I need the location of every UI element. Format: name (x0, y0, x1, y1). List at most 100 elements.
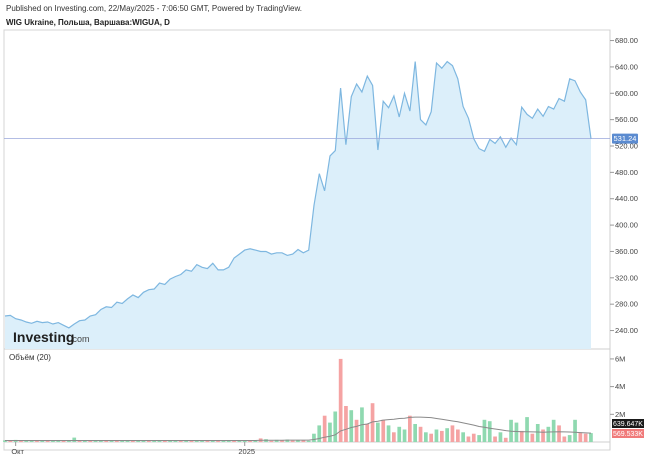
volume-bar (173, 440, 178, 442)
volume-bar (136, 440, 140, 442)
price-tick-label: 680.00 (615, 36, 638, 45)
volume-bar (567, 435, 572, 442)
volume-bar (237, 440, 242, 442)
price-tick-label: 360.00 (615, 247, 638, 256)
volume-bar (535, 424, 540, 442)
volume-bar (525, 417, 529, 442)
volume-bar (583, 433, 588, 442)
volume-bar (487, 421, 492, 442)
volume-bar (61, 440, 66, 442)
volume-bar (83, 440, 87, 442)
volume-ma-value: 569.533K (613, 431, 643, 438)
volume-bar (290, 440, 295, 442)
price-tick-label: 320.00 (615, 273, 638, 282)
price-line (4, 60, 592, 329)
last-price-tag: 531.24 (612, 133, 638, 144)
volume-tick-label: 6M (615, 354, 625, 363)
volume-axis: 2M 4M 6M (610, 354, 625, 419)
volume-bar (328, 422, 332, 442)
volume-bar (424, 432, 428, 442)
volume-bar (514, 422, 519, 442)
volume-bar (530, 433, 535, 442)
volume-bar (376, 422, 380, 442)
volume-tick-label: 4M (615, 382, 625, 391)
logo-suffix: .com (70, 334, 90, 344)
volume-bar (184, 440, 188, 442)
chart-title: WIG Ukraine, Польша, Варшава:WIGUA, D (6, 18, 170, 27)
volume-bar (333, 411, 338, 442)
volume-bar (56, 440, 61, 442)
volume-bar (562, 436, 567, 442)
volume-bar (557, 425, 561, 442)
volume-bar (471, 433, 476, 442)
volume-bar (349, 410, 354, 442)
volume-bar (317, 425, 322, 442)
volume-bar (3, 440, 7, 442)
volume-ma-line (5, 416, 592, 441)
volume-bar (77, 440, 82, 442)
time-axis[interactable]: Окт 2025 (11, 442, 255, 456)
volume-bar (578, 432, 583, 442)
price-tick-label: 240.00 (615, 326, 638, 335)
volume-bar (194, 440, 199, 442)
volume-bar (253, 440, 258, 442)
volume-bar (503, 437, 508, 442)
volume-bar (301, 440, 306, 442)
volume-bar (365, 424, 370, 442)
volume-bar (200, 440, 204, 442)
volume-bar (477, 435, 481, 442)
volume-bar (450, 425, 455, 442)
volume-bar (296, 440, 300, 442)
volume-bar (248, 440, 252, 442)
volume-bar (418, 426, 423, 442)
volume-bar (482, 419, 487, 442)
volume-bar (72, 437, 77, 442)
price-tick-label: 600.00 (615, 89, 638, 98)
volume-bar (370, 403, 375, 442)
volume-bar (413, 424, 417, 442)
volume-bar (312, 433, 316, 442)
price-area (5, 61, 591, 349)
price-tick-label: 400.00 (615, 221, 638, 230)
published-note: Published on Investing.com, 22/May/2025 … (6, 4, 303, 13)
volume-bar (546, 426, 551, 442)
volume-bar (24, 440, 29, 442)
volume-bar (221, 440, 226, 442)
volume-bar (381, 419, 386, 442)
volume-panel-label: Объём (20) (9, 353, 51, 362)
volume-bar (40, 440, 45, 442)
volume-bar (354, 419, 359, 442)
volume-bar (397, 426, 402, 442)
volume-value: 639.647K (613, 421, 643, 428)
volume-bar (573, 419, 577, 442)
last-price-value: 531.24 (614, 134, 637, 143)
volume-bar (109, 440, 114, 442)
volume-bar (210, 440, 215, 442)
price-tick-label: 480.00 (615, 168, 638, 177)
volume-bar (99, 440, 103, 442)
price-tick-label: 640.00 (615, 62, 638, 71)
volume-bar (445, 428, 449, 442)
volume-bar (461, 432, 465, 442)
price-axis[interactable]: 240.00 280.00 320.00 360.00 400.00 440.00 480.… (610, 36, 638, 335)
time-tick-label: Окт (11, 447, 24, 456)
volume-bar (519, 430, 524, 442)
volume-bar (232, 440, 236, 442)
volume-bar (402, 429, 407, 442)
time-tick-label: 2025 (238, 447, 255, 456)
volume-bar (226, 440, 231, 442)
volume-bar (392, 432, 396, 442)
volume-bar (19, 440, 23, 442)
volume-bar (163, 440, 167, 442)
volume-ma-tag: 569.533K (612, 429, 644, 438)
volume-bar (141, 440, 146, 442)
volume-bar (466, 436, 471, 442)
volume-bar (242, 440, 247, 442)
volume-bar (274, 439, 279, 442)
volume-tick-label: 2M (615, 410, 625, 419)
volume-bar (344, 406, 348, 442)
investing-logo: Investing .com (13, 329, 90, 345)
volume-bar (125, 440, 130, 442)
volume-bar (216, 440, 220, 442)
